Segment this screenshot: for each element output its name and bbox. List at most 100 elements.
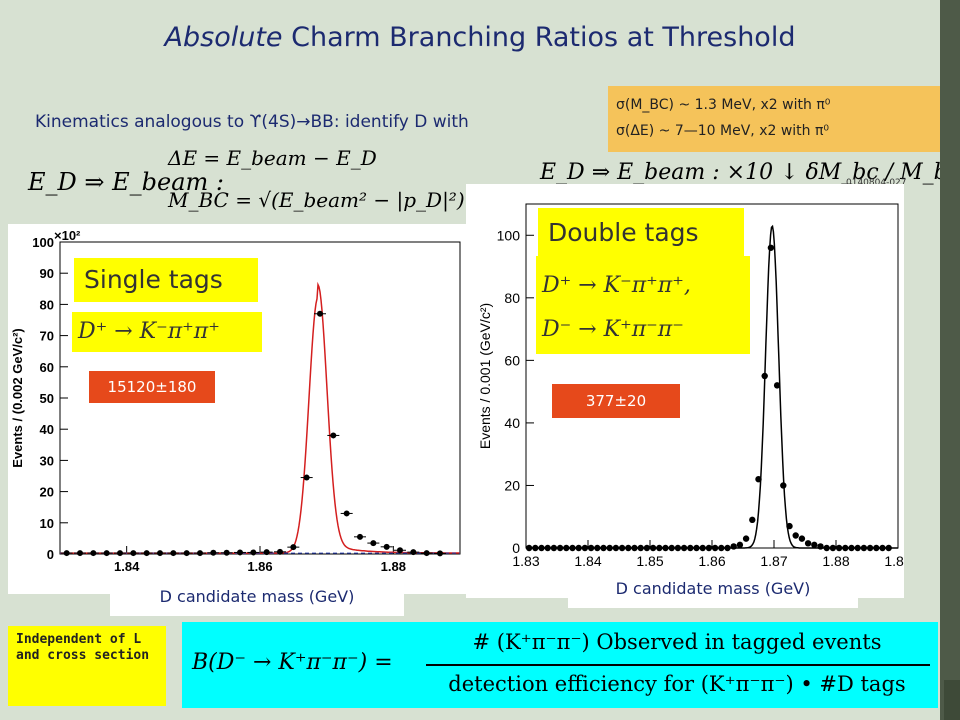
- data-point: [525, 544, 533, 552]
- y-tick-label: 60: [504, 352, 520, 368]
- data-point: [792, 532, 799, 539]
- data-point: [544, 544, 551, 552]
- data-point: [397, 547, 403, 554]
- data-point: [343, 510, 350, 517]
- data-point: [873, 544, 880, 552]
- data-point: [687, 544, 694, 552]
- y-tick-label: 60: [40, 360, 54, 375]
- data-point: [823, 544, 830, 552]
- data-point: [263, 549, 270, 556]
- eq-delta-e: ΔE = E_beam − E_D: [168, 146, 377, 170]
- x-tick-label: 1.86: [247, 559, 272, 574]
- formula-denominator: detection efficiency for (K⁺π⁻π⁻) • #D t…: [448, 672, 906, 696]
- y-axis-label: Events / 0.001 (GeV/c²): [477, 303, 493, 449]
- data-point: [879, 544, 886, 552]
- data-point: [303, 474, 310, 481]
- right-mass-plot: 0 20 40 60 80 100 1.83 1.84 1.85 1.86 1.87 1.88 1.89…: [477, 203, 912, 569]
- data-point: [277, 548, 283, 555]
- data-point: [656, 544, 663, 552]
- data-point: [705, 544, 713, 552]
- y-exponent: ×10²: [54, 228, 81, 243]
- data-point: [594, 544, 601, 552]
- x-tick-label: 1.89: [884, 553, 904, 569]
- formula-lhs: B(D⁻ → K⁺π⁻π⁻) =: [192, 650, 393, 675]
- data-point: [90, 550, 97, 557]
- single-yield-badge: 15120±180: [89, 371, 215, 403]
- data-point: [383, 543, 390, 550]
- eq-ed-ebeam: E_D ⇒ E_beam :: [28, 168, 224, 196]
- data-point: [370, 540, 377, 547]
- x-tick-label: 1.87: [760, 553, 787, 569]
- data-point: [885, 544, 892, 552]
- data-point: [197, 550, 203, 557]
- data-point: [563, 544, 570, 552]
- y-tick-label: 80: [40, 297, 54, 312]
- data-point: [718, 544, 725, 552]
- eq-right-sub: 0140804-027: [846, 178, 907, 188]
- data-point: [699, 544, 706, 552]
- data-point: [848, 544, 855, 552]
- data-point: [643, 544, 651, 552]
- data-point: [724, 544, 731, 552]
- data-point: [581, 544, 589, 552]
- data-point: [625, 544, 632, 552]
- data-point: [77, 550, 83, 557]
- formula-numerator: # (K⁺π⁻π⁻) Observed in tagged events: [472, 630, 882, 654]
- data-point: [423, 550, 430, 557]
- y-tick-label: 40: [504, 415, 520, 431]
- data-point: [829, 544, 837, 552]
- data-point: [250, 549, 257, 556]
- data-point: [587, 544, 595, 552]
- data-point: [437, 550, 443, 557]
- data-point: [842, 544, 849, 552]
- y-tick-label: 20: [504, 477, 520, 493]
- right-edge-corner: [944, 680, 960, 720]
- y-tick-label: 90: [40, 266, 54, 281]
- double-decay-2: D⁻ → K⁺π⁻π⁻: [542, 317, 684, 342]
- data-point: [569, 544, 576, 552]
- data-point: [742, 535, 750, 542]
- kinematics-text: Kinematics analogous to ϒ(4S)→BB: identi…: [35, 112, 469, 132]
- y-tick-label: 40: [40, 422, 54, 437]
- double-decay-box: D⁺ → K⁻π⁺π⁺, D⁻ → K⁺π⁻π⁻: [536, 256, 750, 354]
- independent-note: Independent of L and cross section: [8, 626, 166, 706]
- double-decay-1: D⁺ → K⁻π⁺π⁺,: [542, 273, 691, 298]
- x-tick-label: 1.84: [574, 553, 601, 569]
- y-tick-label: 10: [40, 516, 54, 531]
- data-point: [730, 543, 737, 550]
- data-point: [854, 544, 861, 552]
- page-title: Absolute Charm Branching Ratios at Thres…: [164, 22, 796, 53]
- data-point: [357, 533, 363, 540]
- data-point: [662, 544, 669, 552]
- y-tick-label: 0: [512, 540, 520, 556]
- double-tags-label: Double tags: [538, 208, 744, 258]
- right-x-caption: D candidate mass (GeV): [568, 570, 858, 608]
- right-edge-strip: [940, 0, 960, 720]
- eq-mbc: M_BC = √(E_beam² − |p_D|²): [168, 188, 465, 212]
- data-point: [103, 550, 110, 557]
- double-yield-badge: 377±20: [552, 384, 680, 418]
- data-point: [649, 544, 657, 552]
- data-point: [410, 549, 417, 556]
- data-point: [330, 432, 337, 439]
- y-tick-label: 80: [504, 290, 520, 306]
- data-point: [637, 544, 644, 552]
- data-point: [606, 544, 613, 552]
- data-point: [860, 544, 868, 552]
- formula-fraction-bar: [426, 664, 930, 666]
- data-point: [550, 544, 558, 552]
- data-point: [237, 549, 243, 556]
- data-point: [693, 544, 700, 552]
- data-point: [538, 544, 545, 552]
- resolution-box: σ(M_BC) ~ 1.3 MeV, x2 with π⁰ σ(ΔE) ~ 7—…: [608, 86, 956, 152]
- resolution-deltae: σ(ΔE) ~ 7—10 MeV, x2 with π⁰: [616, 123, 830, 139]
- data-point: [835, 544, 843, 552]
- branching-formula-box: B(D⁻ → K⁺π⁻π⁻) = # (K⁺π⁻π⁻) Observed in …: [182, 622, 938, 708]
- data-point: [575, 544, 582, 552]
- data-point: [798, 535, 806, 542]
- data-point: [755, 476, 762, 483]
- data-point: [223, 549, 230, 556]
- data-point: [780, 482, 787, 489]
- data-point: [130, 550, 137, 557]
- data-point: [674, 544, 682, 552]
